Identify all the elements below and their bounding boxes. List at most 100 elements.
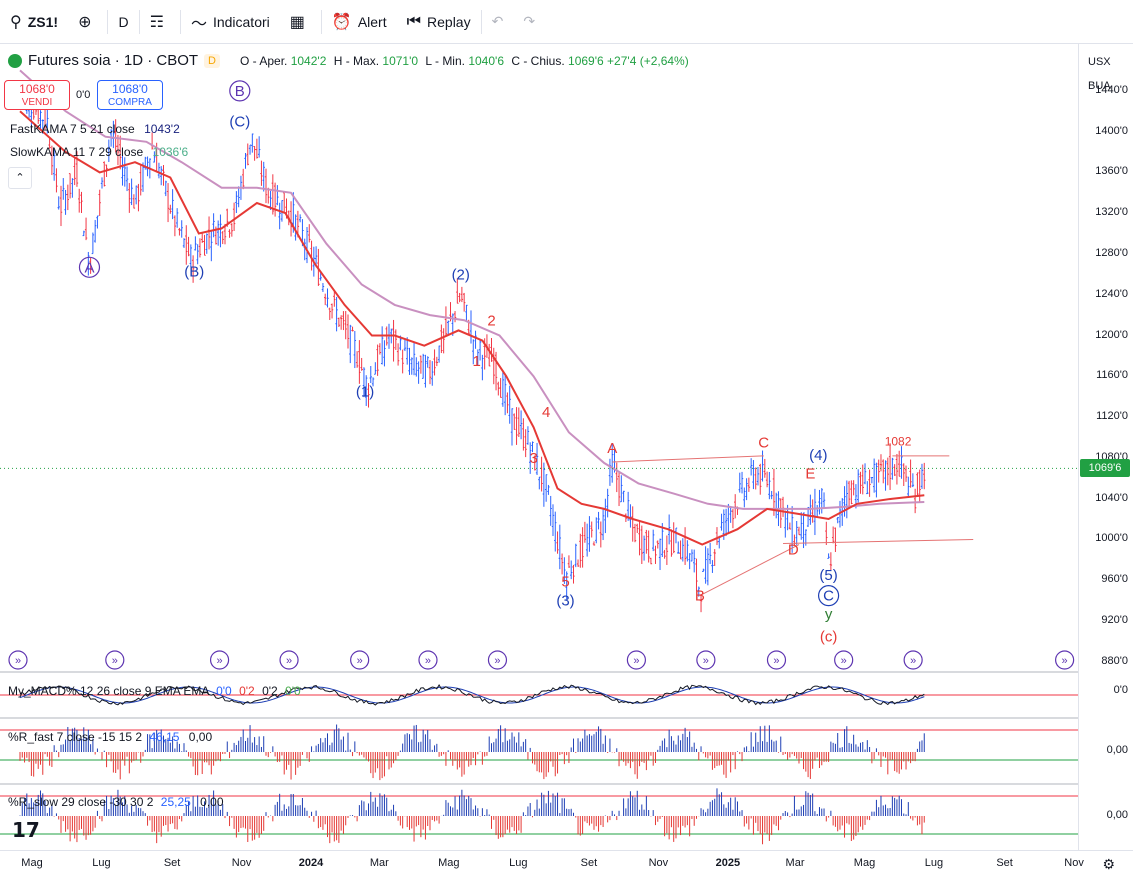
time-tick-label: Mar — [785, 857, 805, 869]
undo-icon: ↶ — [491, 13, 504, 29]
top-toolbar: ⚲ ZS1! ⊕ D ☶ 〜 Indicatori ▦ ⏰ Alert ⏮ Re… — [0, 0, 1133, 44]
price-tick-label: 960'0 — [1101, 573, 1128, 586]
time-tick-label: Mag — [853, 857, 876, 869]
currency-button[interactable]: USX — [1088, 56, 1111, 68]
layout-icon: ▦ — [289, 13, 305, 31]
event-marker-icon — [487, 650, 508, 670]
alert-clock-icon: ⏰ — [331, 13, 352, 31]
chart-svg: (A)AB(B)(C)(1)(2)12345(3)ABCDE(4)(5)Cy(c… — [0, 69, 1078, 845]
wave-label: y — [825, 606, 833, 623]
wave-label: (C) — [229, 113, 250, 130]
slow-kama-label: SlowKAMA 11 7 29 close — [10, 145, 144, 159]
time-tick-label: Mag — [21, 857, 43, 869]
rslow-value-1: 25,25 — [160, 795, 191, 809]
price-tick-label: 1320'0 — [1095, 206, 1128, 219]
event-marker-icon-glyph: » — [494, 655, 500, 667]
wave-label: (4) — [809, 447, 827, 464]
wave-label: 1082 — [885, 435, 912, 449]
price-axis[interactable]: USX BUA 880'0 920'0 960'0 1000'0 1040'0 1080'… — [1078, 44, 1133, 850]
macd-label: My_MACD% 12 26 close 9 EMA EMA — [8, 684, 209, 698]
open-value: 1042'2 — [290, 53, 327, 68]
wave-label: A — [607, 440, 617, 457]
macd-line — [19, 684, 925, 706]
rfast-legend[interactable]: %R_fast 7 close -15 15 2 46,15 0,00 — [8, 730, 212, 744]
chart-area[interactable]: (A)AB(B)(C)(1)(2)12345(3)ABCDE(4)(5)Cy(c… — [0, 44, 1078, 850]
price-tick-label: 1440'0 — [1095, 83, 1128, 96]
event-marker-icon — [105, 650, 125, 670]
time-tick-label: Nov — [1064, 857, 1084, 869]
plus-circle-icon: ⊕ — [78, 13, 92, 31]
event-marker-icon-glyph: » — [357, 655, 363, 667]
bar-style-button[interactable]: ☶ — [140, 0, 180, 44]
layout-button[interactable]: ▦ — [280, 0, 321, 44]
event-marker-icon-glyph: » — [112, 655, 118, 667]
macd-axis-value: 0'0 — [1113, 684, 1128, 696]
rfast-label: %R_fast 7 close -15 15 2 — [8, 730, 143, 744]
change-value: +27'4 (+2,64%) — [607, 53, 689, 68]
event-marker-icon-glyph: » — [633, 655, 639, 667]
rslow-legend[interactable]: %R_slow 29 close -30 30 2 25,25 0,00 — [8, 795, 224, 809]
time-tick-label: Set — [580, 857, 598, 869]
macd-value-2: 0'2 — [239, 684, 255, 698]
alert-button[interactable]: ⏰ Alert — [322, 0, 397, 44]
compare-button[interactable]: ⊕ — [68, 0, 107, 44]
symbol-search[interactable]: ⚲ ZS1! — [0, 0, 68, 44]
event-marker-icon-glyph: » — [841, 655, 847, 667]
event-marker-icon — [1055, 650, 1075, 670]
trendline — [612, 455, 764, 463]
wave-label: 5 — [561, 573, 569, 590]
symbol-logo-icon — [8, 53, 22, 68]
rslow-label: %R_slow 29 close -30 30 2 — [8, 795, 154, 809]
time-tick-label: 2025 — [715, 857, 741, 869]
rfast-axis-value: 0,00 — [1106, 744, 1128, 756]
undo-button[interactable]: ↶ — [482, 0, 514, 44]
time-tick-label: Set — [996, 857, 1013, 869]
slow-kama-line — [19, 69, 925, 510]
indicators-button[interactable]: 〜 Indicatori — [181, 0, 280, 44]
wave-label: (c) — [820, 628, 838, 645]
close-value: 1069'6 — [568, 53, 604, 68]
low-label: L - Min. — [425, 53, 465, 68]
wave-label: (3) — [556, 593, 574, 610]
spread-value: 0'0 — [76, 89, 91, 101]
ohlc-values: O - Aper. 1042'2 H - Max. 1071'0 L - Min… — [240, 54, 689, 68]
macd-value-1: 0'0 — [216, 684, 232, 698]
tradingview-logo[interactable]: 17 — [12, 818, 40, 842]
slow-kama-legend[interactable]: SlowKAMA 11 7 29 close 1036'6 — [10, 145, 188, 159]
redo-icon: ↷ — [523, 13, 536, 29]
time-axis[interactable]: Mag Lug Set Nov 2024 Mar Mag Lug Set Nov 2025 Mar Ma… — [0, 850, 1133, 878]
buy-button[interactable]: 1068'0 COMPRA — [97, 80, 163, 110]
replay-button[interactable]: ⏮ Replay — [397, 0, 481, 44]
event-marker-icon-glyph: » — [425, 655, 431, 667]
fast-kama-legend[interactable]: FastKAMA 7 5 21 close 1043'2 — [10, 122, 180, 136]
rfast-value-2: 0,00 — [188, 730, 213, 744]
wave-label: E — [805, 465, 815, 482]
event-marker-icon — [8, 650, 28, 670]
unit-button[interactable]: BUA — [1088, 80, 1111, 92]
replay-icon: ⏮ — [406, 12, 422, 30]
wave-label-circle — [817, 585, 840, 607]
macd-legend[interactable]: My_MACD% 12 26 close 9 EMA EMA 0'0 0'2 0… — [8, 684, 301, 698]
chevron-up-icon: ⌃ — [15, 172, 25, 184]
collapse-legend-button[interactable]: ⌃ — [8, 167, 32, 189]
interval-button[interactable]: D — [118, 13, 129, 30]
time-tick-label: 2024 — [298, 857, 324, 869]
sell-button[interactable]: 1068'0 VENDI — [4, 80, 70, 110]
wave-label: C — [823, 588, 834, 605]
wave-label: A — [84, 259, 94, 276]
settings-icon[interactable]: ⚙ — [1102, 856, 1115, 872]
price-tick-label: 1280'0 — [1095, 246, 1128, 259]
event-marker-icon — [279, 650, 299, 670]
wave-label: (5) — [819, 567, 837, 584]
event-marker-icon-glyph: » — [286, 655, 292, 667]
wave-label: 2 — [487, 312, 495, 329]
wave-label-circle — [78, 256, 101, 278]
price-tick-label: 1200'0 — [1095, 328, 1128, 341]
wave-label: B — [695, 588, 705, 605]
time-tick-label: Lug — [509, 857, 528, 869]
redo-button[interactable]: ↷ — [513, 0, 545, 44]
time-tick-label: Lug — [924, 857, 944, 869]
event-marker-icon — [696, 650, 716, 670]
price-tick-label: 1240'0 — [1095, 287, 1128, 300]
wave-label-circle — [229, 80, 251, 102]
